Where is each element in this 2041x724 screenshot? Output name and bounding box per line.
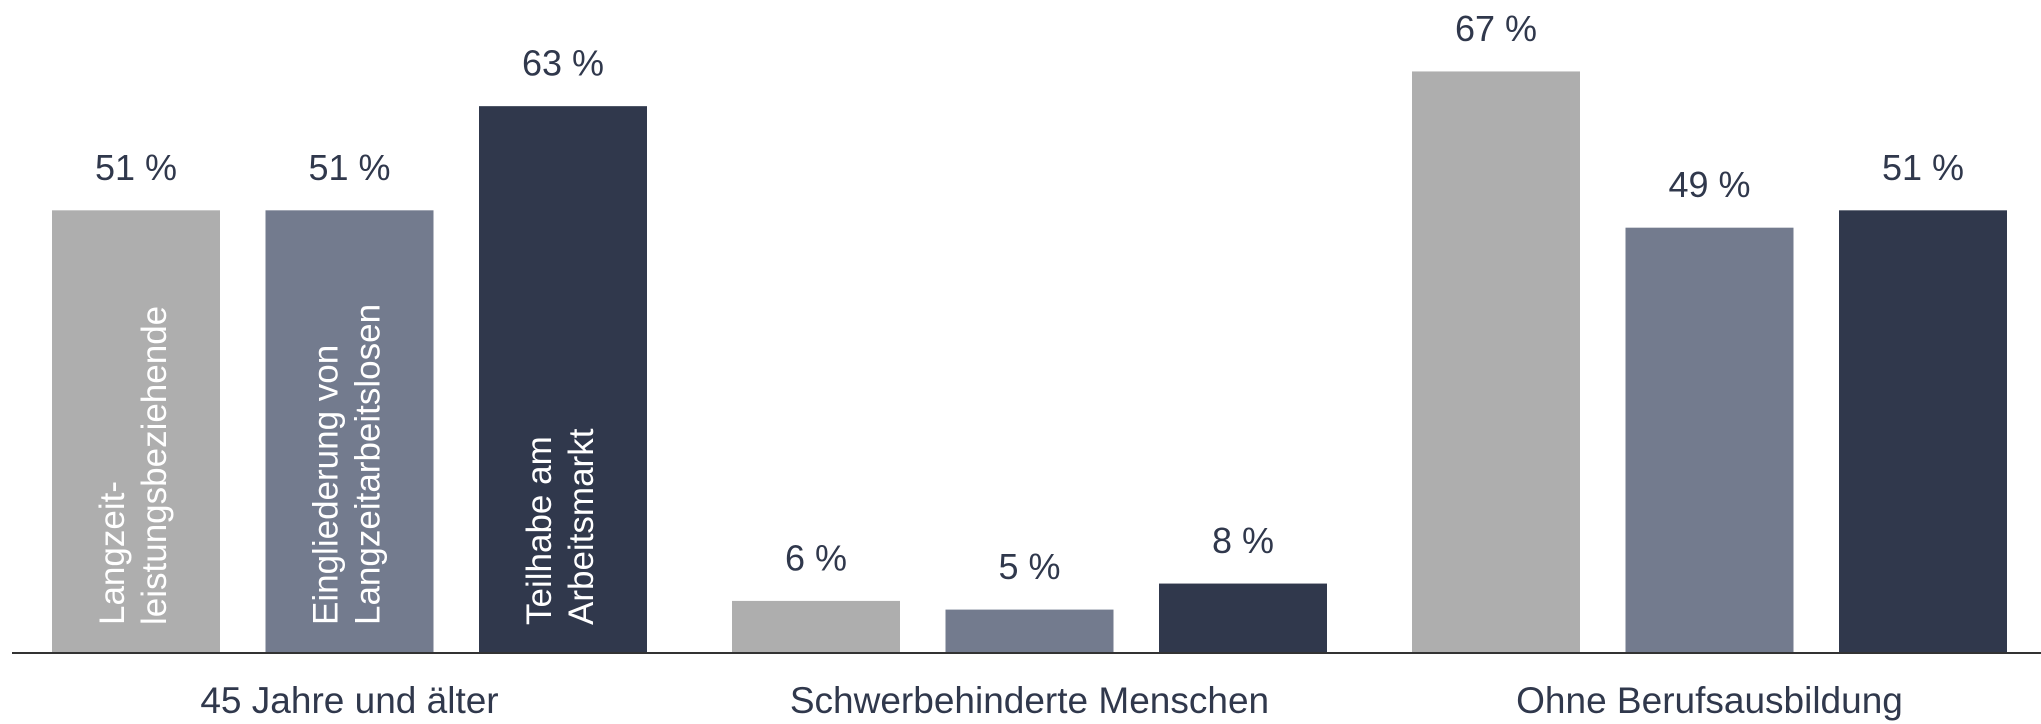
value-label: 51 % bbox=[95, 147, 177, 188]
category-label: Ohne Berufsausbildung bbox=[1516, 680, 1903, 721]
value-label: 5 % bbox=[998, 546, 1060, 587]
bar bbox=[52, 210, 220, 653]
value-label: 6 % bbox=[785, 537, 847, 578]
series-label: Eingliederung vonLangzeitarbeitslosen bbox=[307, 304, 388, 625]
value-label: 67 % bbox=[1455, 8, 1537, 49]
category-label: Schwerbehinderte Menschen bbox=[790, 680, 1269, 721]
category-label: 45 Jahre und älter bbox=[200, 680, 498, 721]
value-label: 51 % bbox=[1882, 147, 1964, 188]
series-label: Teilhabe amArbeitsmarkt bbox=[520, 428, 601, 625]
series-label: Langzeit-leistungsbeziehende bbox=[93, 306, 174, 625]
value-label: 51 % bbox=[308, 147, 390, 188]
bar bbox=[265, 210, 434, 653]
bar bbox=[1625, 227, 1794, 653]
value-label: 49 % bbox=[1668, 164, 1750, 205]
bar bbox=[1839, 210, 2007, 653]
bar bbox=[732, 600, 900, 653]
bar bbox=[1412, 71, 1580, 653]
bar bbox=[945, 609, 1114, 653]
value-label: 8 % bbox=[1212, 520, 1274, 561]
bar bbox=[479, 106, 647, 653]
value-label: 63 % bbox=[522, 43, 604, 84]
bar bbox=[1159, 583, 1327, 653]
